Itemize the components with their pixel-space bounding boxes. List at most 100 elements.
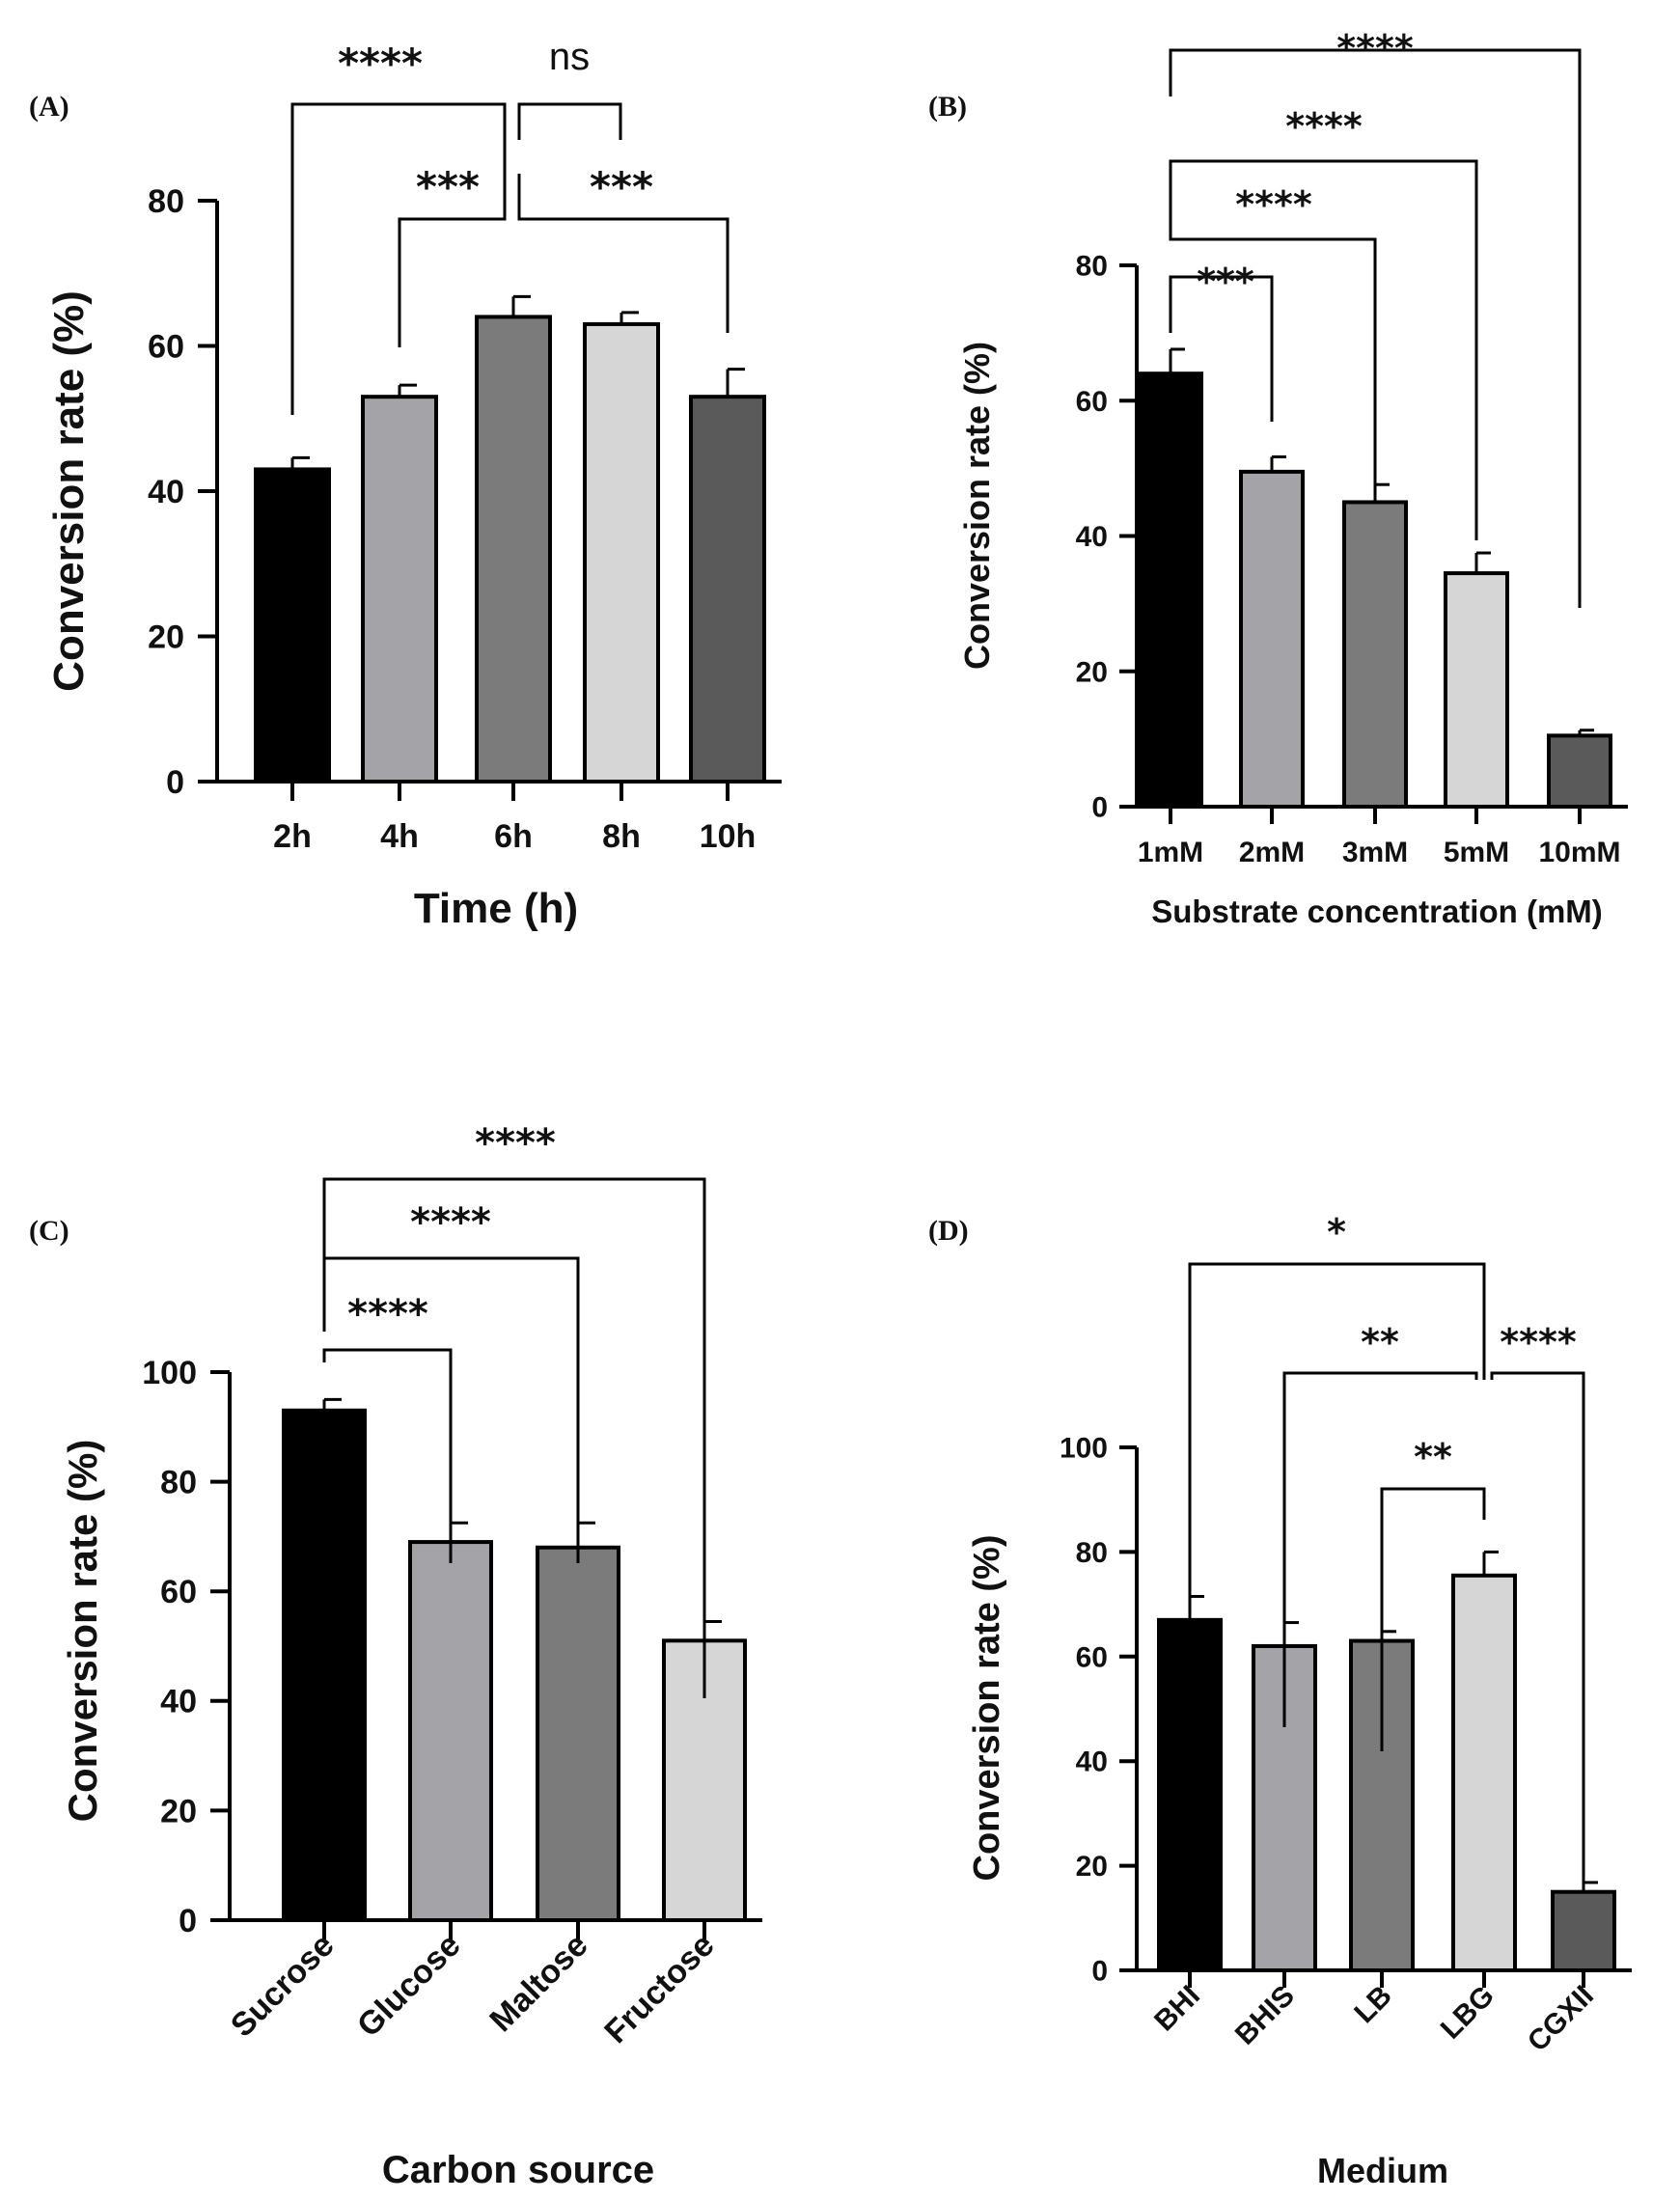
panel-letter: (A): [29, 91, 69, 123]
significance-label: ns: [549, 36, 590, 78]
x-axis-title: Carbon source: [382, 2149, 654, 2191]
significance-bracket: **: [1380, 1436, 1486, 1751]
y-tick-label: 20: [148, 619, 184, 655]
bar-6h: [475, 315, 552, 784]
y-tick-label: 60: [160, 1574, 197, 1610]
bracket-line: [398, 174, 507, 347]
significance-bracket: ****: [1490, 1321, 1585, 1891]
x-tick-label: 4h: [380, 818, 419, 855]
bracket-line: [1490, 1371, 1585, 1891]
y-tick-label: 60: [1076, 386, 1108, 418]
y-tick-label: 40: [1076, 521, 1108, 553]
panel-1: (A) 0 20 40 60 80 2h 4h 6h 8h 10h Time (h) Conversio…: [29, 36, 782, 932]
x-tick-label: 2h: [273, 818, 312, 855]
y-tick-label: 40: [160, 1684, 197, 1720]
y-axis-title: Conversion rate (%): [60, 1440, 105, 1823]
bracket-line: [1282, 1371, 1478, 1727]
significance-bracket: *: [1188, 1211, 1486, 1718]
significance-label: *: [1327, 1211, 1346, 1253]
significance-bracket: ****: [322, 1200, 580, 1563]
bar-Glucose: [408, 1540, 493, 1922]
bracket-line: [322, 1177, 706, 1698]
bracket-line: [290, 102, 507, 415]
y-tick-label: 0: [179, 1903, 197, 1939]
y-tick-label: 80: [148, 183, 184, 220]
y-tick-label: 80: [160, 1465, 197, 1501]
bracket-line: [1169, 275, 1274, 422]
bar-2mM: [1239, 469, 1305, 809]
bar-2h: [254, 467, 331, 784]
significance-bracket: ****: [1169, 27, 1582, 608]
bracket-line: [1169, 179, 1377, 501]
bar-3mM: [1342, 500, 1408, 809]
y-tick-label: 0: [1091, 1956, 1108, 1988]
y-axis-title: Conversion rate (%): [967, 1535, 1007, 1882]
y-tick-label: 20: [1076, 1851, 1108, 1883]
bracket-line: [517, 174, 730, 333]
bar-LBG: [1451, 1573, 1517, 1973]
significance-label: ***: [416, 163, 480, 210]
x-tick-label: 5mM: [1444, 837, 1509, 868]
x-tick-label: 8h: [602, 818, 641, 855]
y-tick-label: 60: [1076, 1641, 1108, 1673]
significance-bracket: ns: [517, 36, 622, 140]
significance-bracket: ***: [1169, 261, 1274, 422]
y-tick-label: 40: [1076, 1746, 1108, 1778]
bar-4h: [361, 395, 438, 784]
bracket-line: [1380, 1487, 1486, 1751]
significance-bracket: ****: [1169, 179, 1377, 501]
significance-label: ***: [590, 163, 653, 210]
y-axis-title: Conversion rate (%): [957, 342, 997, 670]
x-tick-label: 10h: [700, 818, 757, 855]
x-tick-label: 1mM: [1138, 837, 1203, 868]
bar-Maltose: [536, 1545, 620, 1922]
bar-8h: [583, 321, 660, 784]
x-tick-label: 3mM: [1342, 837, 1408, 868]
y-tick-label: 80: [1076, 1537, 1108, 1569]
y-tick-label: 20: [160, 1793, 197, 1829]
x-axis-title: Time (h): [414, 885, 578, 932]
bracket-line: [322, 1348, 453, 1563]
significance-label: **: [1414, 1436, 1452, 1478]
significance-bracket: ****: [322, 1121, 706, 1698]
significance-bracket: ***: [517, 163, 730, 333]
bracket-line: [1169, 48, 1582, 608]
x-tick-label: 2mM: [1239, 837, 1305, 868]
panel-letter: (D): [928, 1215, 969, 1247]
panel-2: (B) 0 20 40 60 80 1mM 2mM 3mM 5mM 10mM Substrate co…: [928, 27, 1628, 929]
y-tick-label: 100: [1060, 1433, 1108, 1465]
bracket-line: [322, 1256, 580, 1563]
significance-bracket: ****: [322, 1292, 453, 1563]
bar-10mM: [1547, 733, 1612, 810]
panel-letter: (C): [29, 1215, 69, 1247]
bar-5mM: [1444, 571, 1509, 809]
x-tick-label: 10mM: [1538, 837, 1620, 868]
significance-label: ****: [347, 1292, 428, 1336]
x-axis-title: Medium: [1317, 2151, 1448, 2190]
significance-label: ****: [1500, 1321, 1577, 1363]
significance-bracket: ***: [398, 163, 507, 347]
bar-Sucrose: [282, 1408, 367, 1922]
y-tick-label: 0: [1091, 792, 1108, 824]
significance-label: **: [1361, 1321, 1399, 1363]
significance-label: ***: [1197, 261, 1254, 303]
significance-bracket: ****: [290, 40, 507, 415]
y-tick-label: 0: [166, 764, 184, 801]
bar-1mM: [1138, 371, 1203, 809]
significance-label: ****: [1235, 183, 1312, 226]
significance-label: ****: [1336, 27, 1414, 69]
bracket-line: [1169, 159, 1478, 540]
significance-label: ****: [338, 40, 423, 87]
x-tick-label: 6h: [494, 818, 533, 855]
bracket-line: [517, 102, 622, 140]
bar-10h: [689, 395, 766, 784]
bracket-line: [1188, 1262, 1486, 1718]
y-tick-label: 20: [1076, 656, 1108, 688]
y-tick-label: 80: [1076, 251, 1108, 283]
bar-CGXII: [1551, 1889, 1616, 1972]
significance-bracket: **: [1282, 1321, 1478, 1727]
y-tick-label: 100: [142, 1355, 197, 1391]
y-axis-title: Conversion rate (%): [45, 290, 93, 692]
